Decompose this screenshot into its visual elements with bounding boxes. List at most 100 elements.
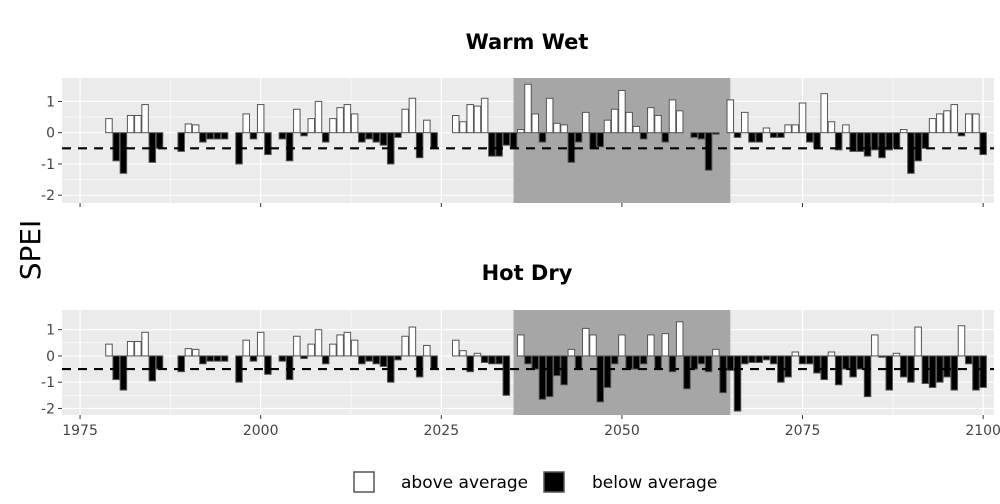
- y-tick-label: 0: [46, 126, 55, 142]
- bar-2024: [430, 132, 438, 149]
- bar-2001: [264, 355, 272, 375]
- bar-2081: [842, 355, 850, 370]
- bar-2070: [762, 355, 771, 361]
- bar-2091: [914, 132, 922, 162]
- bar-2077: [813, 132, 821, 149]
- bar-2008: [314, 329, 323, 357]
- bar-2029: [466, 104, 474, 134]
- x-tick-label: 2100: [965, 423, 1000, 439]
- bar-1998: [242, 113, 250, 134]
- bar-2069: [755, 132, 763, 143]
- bar-2090: [907, 132, 915, 174]
- bar-2007: [307, 118, 316, 134]
- bar-2092: [921, 132, 930, 149]
- bar-2011: [336, 107, 344, 134]
- bar-2037: [524, 83, 532, 134]
- bar-1993: [206, 355, 214, 362]
- bar-2089: [899, 129, 908, 134]
- x-tick-label: 2075: [785, 423, 821, 439]
- bar-2030: [473, 352, 482, 357]
- bar-2017: [379, 355, 388, 367]
- bar-1991: [191, 124, 200, 134]
- bar-2064: [719, 355, 727, 394]
- bar-2062: [704, 355, 713, 373]
- bar-2097: [957, 132, 966, 137]
- bar-2012: [343, 331, 352, 357]
- bar-2073: [784, 124, 792, 134]
- bar-2005: [293, 108, 301, 134]
- bar-2058: [675, 321, 684, 357]
- bar-2012: [343, 104, 352, 134]
- bar-2030: [473, 105, 482, 134]
- y-tick-label: -2: [41, 188, 55, 204]
- bar-2015: [365, 355, 373, 362]
- x-tick-label: 1975: [62, 423, 98, 439]
- bar-2013: [350, 113, 359, 134]
- bar-2054: [647, 334, 655, 357]
- bar-2034: [502, 355, 511, 396]
- bar-2061: [697, 355, 706, 365]
- bar-1994: [213, 355, 222, 362]
- bar-2053: [639, 132, 648, 140]
- bar-2094: [936, 113, 944, 134]
- bar-1998: [242, 339, 250, 357]
- bar-1994: [213, 132, 222, 140]
- bar-2096: [950, 355, 959, 391]
- bar-1990: [184, 348, 193, 357]
- bar-2005: [293, 335, 301, 357]
- bar-2021: [408, 326, 417, 357]
- bar-2004: [285, 355, 294, 381]
- bar-2023: [423, 344, 431, 357]
- bar-2034: [502, 132, 511, 146]
- bar-2083: [856, 355, 865, 370]
- bar-2051: [625, 355, 633, 370]
- bar-2052: [632, 125, 641, 134]
- bar-1989: [177, 355, 185, 373]
- bar-2003: [278, 132, 287, 140]
- bar-2004: [285, 132, 294, 162]
- y-tick-label: 1: [46, 94, 55, 110]
- bar-2093: [928, 118, 937, 134]
- bar-2044: [574, 355, 583, 370]
- bar-2049: [610, 108, 619, 134]
- bar-2096: [950, 104, 959, 134]
- bar-1999: [249, 355, 258, 362]
- y-tick-label: -1: [41, 375, 55, 391]
- panel-title-hot-dry: Hot Dry: [482, 261, 573, 285]
- bar-2039: [538, 355, 547, 400]
- bar-1984: [141, 331, 149, 357]
- bar-2016: [372, 355, 381, 365]
- bar-2079: [827, 351, 836, 357]
- bar-2057: [668, 355, 677, 373]
- bar-2009: [321, 132, 330, 143]
- bar-2038: [531, 113, 539, 134]
- bar-2013: [350, 339, 359, 357]
- bar-2006: [300, 132, 308, 137]
- bar-2007: [307, 343, 316, 357]
- bar-2037: [524, 355, 532, 365]
- bar-2010: [329, 343, 337, 357]
- bar-2086: [878, 132, 886, 159]
- bar-2056: [661, 132, 670, 143]
- bar-2033: [495, 132, 503, 157]
- bar-2057: [668, 99, 677, 134]
- bar-2036: [517, 334, 525, 357]
- panel-title-warm-wet: Warm Wet: [466, 30, 589, 54]
- bar-2036: [517, 129, 525, 134]
- bar-2060: [690, 132, 698, 138]
- bar-2027: [452, 339, 460, 357]
- bar-2078: [820, 93, 828, 134]
- bar-2071: [769, 355, 778, 365]
- bar-1983: [134, 115, 142, 134]
- bar-2058: [675, 110, 684, 134]
- bar-2061: [697, 132, 706, 140]
- bar-1981: [119, 355, 128, 391]
- legend-key-below: [543, 471, 565, 493]
- x-tick-label: 2025: [423, 423, 459, 439]
- bar-1981: [119, 132, 128, 174]
- bar-2020: [401, 335, 409, 357]
- bar-2016: [372, 132, 381, 143]
- bar-2053: [639, 355, 648, 365]
- bar-2000: [256, 104, 265, 134]
